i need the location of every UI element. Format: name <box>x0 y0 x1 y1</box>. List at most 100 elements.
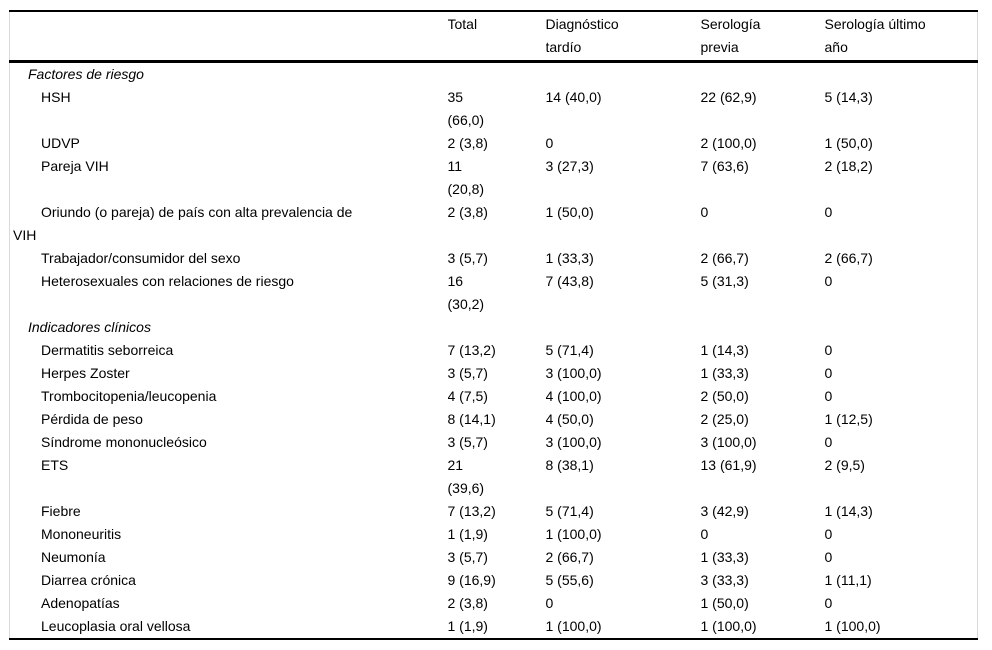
value-cell: 3 (100,0) <box>545 434 602 450</box>
value-cell: 5 (55,6) <box>545 572 594 588</box>
value-cell: 3 (42,9) <box>700 503 749 519</box>
row-label: Trabajador/consumidor del sexo <box>41 250 241 266</box>
value-cell: 3 (5,7) <box>447 365 488 381</box>
value-cell: 5 (31,3) <box>700 273 749 289</box>
value-cell: 1 (12,5) <box>824 411 873 427</box>
value-cell: 5 (71,4) <box>545 342 594 358</box>
table-row: Herpes Zoster 3 (5,7) 3 (100,0) 1 (33,3) 0 <box>10 362 978 385</box>
value-cell: 7 (63,6) <box>700 158 749 174</box>
value-cell: 0 <box>545 135 554 151</box>
value-cell: 3 (5,7) <box>447 434 488 450</box>
value-cell: 14 (40,0) <box>545 89 602 105</box>
value-cell: 22 (62,9) <box>700 89 757 105</box>
header-serologia-ultimo-ano: Serología último año <box>824 11 978 63</box>
value-cell: 3 (100,0) <box>545 365 602 381</box>
row-label: Mononeuritis <box>41 526 122 542</box>
risk-factors-clinical-indicators-table: Total Diagnóstico tardío Serología previ… <box>9 10 978 640</box>
value-cell: 7 (13,2) <box>447 342 496 358</box>
row-label: Oriundo (o pareja) de país con alta prev… <box>13 204 353 243</box>
section-row: Factores de riesgo <box>10 62 978 87</box>
row-label: Adenopatías <box>41 595 120 611</box>
header-diagnostico-tardio: Diagnóstico tardío <box>545 11 701 63</box>
table-row: Síndrome mononucleósico 3 (5,7) 3 (100,0) 3… <box>10 431 978 454</box>
row-label: Indicadores clínicos <box>28 319 151 335</box>
value-cell: 3 (33,3) <box>700 572 749 588</box>
value-cell: 0 <box>824 549 833 565</box>
value-cell: 5 (71,4) <box>545 503 594 519</box>
row-label: Neumonía <box>41 549 106 565</box>
table-row: Neumonía 3 (5,7) 2 (66,7) 1 (33,3) 0 <box>10 546 978 569</box>
value-cell <box>546 62 701 87</box>
row-label: Fiebre <box>41 503 81 519</box>
table-row: HSH 35 (66,0) 14 (40,0) 22 (62,9) 5 (14,3) <box>10 86 978 132</box>
value-cell: 0 <box>824 434 833 450</box>
value-cell: 1 (14,3) <box>700 342 749 358</box>
value-cell: 0 <box>700 204 709 220</box>
value-cell <box>448 62 546 87</box>
row-label: Factores de riesgo <box>28 66 144 82</box>
value-cell <box>825 316 978 339</box>
table-row: UDVP 2 (3,8) 0 2 (100,0) 1 (50,0) <box>10 132 978 155</box>
value-cell <box>546 316 701 339</box>
value-cell: 1 (33,3) <box>700 549 749 565</box>
value-cell: 3 (5,7) <box>447 250 488 266</box>
value-cell: 0 <box>545 595 554 611</box>
row-label: Pareja VIH <box>41 158 109 174</box>
value-cell: 16 (30,2) <box>447 273 485 312</box>
table-row: Trabajador/consumidor del sexo 3 (5,7) 1 (… <box>10 247 978 270</box>
value-cell: 1 (100,0) <box>545 618 602 634</box>
table-row: Trombocitopenia/leucopenia 4 (7,5) 4 (100,… <box>10 385 978 408</box>
value-cell: 1 (100,0) <box>824 618 881 634</box>
value-cell: 0 <box>824 388 833 404</box>
value-cell: 0 <box>824 595 833 611</box>
row-label: HSH <box>41 89 71 105</box>
value-cell: 1 (14,3) <box>824 503 873 519</box>
row-label: Leucoplasia oral vellosa <box>41 618 191 634</box>
table-header: Total Diagnóstico tardío Serología previ… <box>9 11 978 63</box>
value-cell: 1 (50,0) <box>824 135 873 151</box>
header-total: Total <box>447 11 546 63</box>
value-cell: 1 (11,1) <box>824 572 872 588</box>
row-label: Herpes Zoster <box>41 365 130 381</box>
value-cell: 2 (25,0) <box>700 411 749 427</box>
value-cell: 2 (50,0) <box>700 388 749 404</box>
header-row: Total Diagnóstico tardío Serología previ… <box>9 11 978 63</box>
value-cell: 1 (33,3) <box>545 250 594 266</box>
table-row: Leucoplasia oral vellosa 1 (1,9) 1 (100,0)… <box>10 615 978 639</box>
table-row: Mononeuritis 1 (1,9) 1 (100,0) 0 0 <box>10 523 978 546</box>
row-label: Pérdida de peso <box>41 411 143 427</box>
value-cell: 1 (100,0) <box>700 618 757 634</box>
value-cell: 4 (100,0) <box>545 388 602 404</box>
row-label: UDVP <box>41 135 80 151</box>
row-label: ETS <box>41 457 69 473</box>
value-cell: 0 <box>824 526 833 542</box>
value-cell: 0 <box>824 273 833 289</box>
value-cell: 35 (66,0) <box>447 89 485 128</box>
row-label: Heterosexuales con relaciones de riesgo <box>41 273 294 289</box>
value-cell <box>448 316 546 339</box>
table-row: ETS 21 (39,6) 8 (38,1) 13 (61,9) 2 (9,5) <box>10 454 978 500</box>
value-cell: 8 (38,1) <box>545 457 594 473</box>
value-cell: 4 (50,0) <box>545 411 594 427</box>
row-label: Síndrome mononucleósico <box>41 434 207 450</box>
table-row: Heterosexuales con relaciones de riesgo 1… <box>10 270 978 316</box>
value-cell: 2 (18,2) <box>824 158 873 174</box>
value-cell: 3 (27,3) <box>545 158 594 174</box>
value-cell <box>701 316 825 339</box>
value-cell: 2 (66,7) <box>545 549 594 565</box>
value-cell: 0 <box>824 365 833 381</box>
table-row: Diarrea crónica 9 (16,9) 5 (55,6) 3 (33,3) 1… <box>10 569 978 592</box>
value-cell: 2 (3,8) <box>447 204 488 220</box>
value-cell: 0 <box>700 526 709 542</box>
value-cell: 2 (3,8) <box>447 595 488 611</box>
value-cell: 11 (20,8) <box>447 158 485 197</box>
table-row: Pareja VIH 11 (20,8) 3 (27,3) 7 (63,6) 2 (18… <box>10 155 978 201</box>
value-cell: 0 <box>824 204 833 220</box>
value-cell: 0 <box>824 342 833 358</box>
value-cell <box>701 62 825 87</box>
row-label: Diarrea crónica <box>41 572 136 588</box>
value-cell: 5 (14,3) <box>824 89 873 105</box>
value-cell: 3 (100,0) <box>700 434 757 450</box>
value-cell: 2 (66,7) <box>824 250 873 266</box>
